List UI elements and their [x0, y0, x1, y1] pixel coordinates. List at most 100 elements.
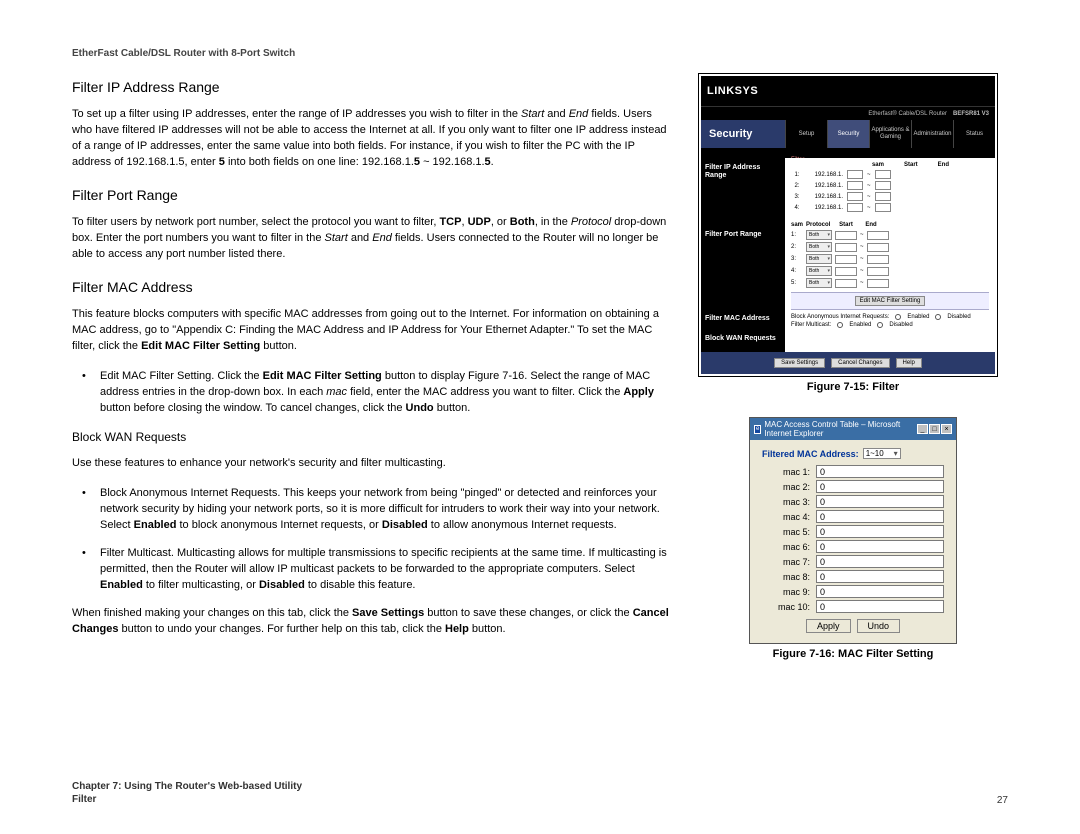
port-end-input[interactable] — [867, 243, 889, 252]
side-column: LINKSYS Etherfast® Cable/DSL Router BEFS… — [698, 73, 1008, 660]
ip-range-table: sam Start End 1:192.168.1.~ 2:192.168.1.… — [791, 162, 989, 212]
mac-row: mac 3:0 — [762, 495, 944, 508]
window-title-text: MAC Access Control Table – Microsoft Int… — [764, 420, 914, 438]
side-label-port: Filter Port Range — [705, 231, 781, 239]
model-label: Etherfast® Cable/DSL Router — [868, 111, 947, 117]
port-range-table: sam Protocol Start End 1:Both~ 2:Both~ 3… — [791, 222, 989, 288]
minimize-icon[interactable]: _ — [917, 424, 928, 434]
mac-row: mac 8:0 — [762, 570, 944, 583]
port-start-input[interactable] — [835, 279, 857, 288]
maximize-icon[interactable]: □ — [929, 424, 940, 434]
mac-input[interactable]: 0 — [816, 525, 944, 538]
main-column: Filter IP Address Range To set up a filt… — [72, 73, 670, 660]
ip-row: 4:192.168.1.~ — [791, 203, 989, 212]
para-mac-intro: This feature blocks computers with speci… — [72, 307, 670, 355]
radio-disabled[interactable] — [877, 322, 883, 328]
figure1-caption: Figure 7-15: Filter — [698, 381, 1008, 393]
figure-filter-screenshot: LINKSYS Etherfast® Cable/DSL Router BEFS… — [698, 73, 998, 377]
tab-security[interactable]: Security — [827, 120, 869, 148]
figure-mac-filter-window: e MAC Access Control Table – Microsoft I… — [749, 417, 957, 644]
footer-chapter: Chapter 7: Using The Router's Web-based … — [72, 780, 302, 793]
port-end-input[interactable] — [867, 255, 889, 264]
bullet-filter-multicast: Filter Multicast. Multicasting allows fo… — [96, 546, 670, 594]
undo-button[interactable]: Undo — [857, 619, 901, 633]
model-code: BEFSR81 V3 — [953, 111, 989, 117]
doc-header: EtherFast Cable/DSL Router with 8-Port S… — [72, 48, 1008, 59]
mac-row: mac 5:0 — [762, 525, 944, 538]
mac-row: mac 9:0 — [762, 585, 944, 598]
para-port-range: To filter users by network port number, … — [72, 215, 670, 263]
footer-section: Filter — [72, 793, 302, 806]
tab-status[interactable]: Status — [953, 120, 995, 148]
para-wan-intro: Use these features to enhance your netwo… — [72, 456, 670, 472]
bullet-mac-edit: Edit MAC Filter Setting. Click the Edit … — [96, 369, 670, 417]
port-start-input[interactable] — [835, 267, 857, 276]
radio-disabled[interactable] — [935, 314, 941, 320]
page-footer: Chapter 7: Using The Router's Web-based … — [72, 780, 1008, 806]
mac-range-select[interactable]: 1~10 — [863, 448, 901, 459]
ip-row: 3:192.168.1.~ — [791, 192, 989, 201]
ip-start-input[interactable] — [847, 203, 863, 212]
ip-end-input[interactable] — [875, 170, 891, 179]
protocol-select[interactable]: Both — [806, 278, 832, 288]
protocol-select[interactable]: Both — [806, 266, 832, 276]
mac-row: mac 1:0 — [762, 465, 944, 478]
save-settings-button[interactable]: Save Settings — [774, 358, 825, 368]
side-label-wan: Block WAN Requests — [705, 335, 781, 343]
mac-row: mac 4:0 — [762, 510, 944, 523]
tab-apps-gaming[interactable]: Applications & Gaming — [869, 120, 911, 148]
mac-input[interactable]: 0 — [816, 585, 944, 598]
ip-end-input[interactable] — [875, 181, 891, 190]
heading-ip-range: Filter IP Address Range — [72, 77, 670, 97]
mac-input[interactable]: 0 — [816, 600, 944, 613]
heading-mac: Filter MAC Address — [72, 277, 670, 297]
mac-input[interactable]: 0 — [816, 570, 944, 583]
bullet-block-anon: Block Anonymous Internet Requests. This … — [96, 486, 670, 534]
heading-wan: Block WAN Requests — [72, 429, 670, 446]
mac-input[interactable]: 0 — [816, 540, 944, 553]
wan-block: Block Anonymous Internet Requests:Enable… — [791, 314, 989, 328]
tab-administration[interactable]: Administration — [911, 120, 953, 148]
port-end-input[interactable] — [867, 279, 889, 288]
close-icon[interactable]: × — [941, 424, 952, 434]
figure2-caption: Figure 7-16: MAC Filter Setting — [698, 648, 1008, 660]
para-wan-closing: When finished making your changes on thi… — [72, 606, 670, 638]
port-end-input[interactable] — [867, 231, 889, 240]
port-start-input[interactable] — [835, 231, 857, 240]
ip-start-input[interactable] — [847, 192, 863, 201]
port-start-input[interactable] — [835, 243, 857, 252]
edit-mac-filter-button[interactable]: Edit MAC Filter Setting — [855, 296, 926, 306]
mac-row: mac 2:0 — [762, 480, 944, 493]
ip-end-input[interactable] — [875, 203, 891, 212]
ip-end-input[interactable] — [875, 192, 891, 201]
mac-input[interactable]: 0 — [816, 465, 944, 478]
radio-enabled[interactable] — [837, 322, 843, 328]
tab-setup[interactable]: Setup — [785, 120, 827, 148]
filtered-mac-heading: Filtered MAC Address: — [762, 449, 859, 459]
port-row: 5:Both~ — [791, 278, 989, 288]
radio-enabled[interactable] — [895, 314, 901, 320]
ie-icon: e — [754, 425, 761, 434]
protocol-select[interactable]: Both — [806, 254, 832, 264]
ip-row: 2:192.168.1.~ — [791, 181, 989, 190]
mac-row: mac 10:0 — [762, 600, 944, 613]
nav-tabs: Setup Security Applications & Gaming Adm… — [785, 120, 995, 148]
protocol-select[interactable]: Both — [806, 230, 832, 240]
ip-start-input[interactable] — [847, 170, 863, 179]
ip-start-input[interactable] — [847, 181, 863, 190]
cancel-changes-button[interactable]: Cancel Changes — [831, 358, 889, 368]
mac-input[interactable]: 0 — [816, 555, 944, 568]
help-button[interactable]: Help — [896, 358, 922, 368]
side-label-mac: Filter MAC Address — [705, 315, 781, 323]
mac-row: mac 6:0 — [762, 540, 944, 553]
apply-button[interactable]: Apply — [806, 619, 851, 633]
mac-input[interactable]: 0 — [816, 495, 944, 508]
protocol-select[interactable]: Both — [806, 242, 832, 252]
side-label-ip: Filter IP Address Range — [705, 164, 781, 179]
mac-input[interactable]: 0 — [816, 480, 944, 493]
port-start-input[interactable] — [835, 255, 857, 264]
page-number: 27 — [997, 795, 1008, 806]
port-end-input[interactable] — [867, 267, 889, 276]
brand-logo: LINKSYS — [707, 85, 758, 97]
mac-input[interactable]: 0 — [816, 510, 944, 523]
